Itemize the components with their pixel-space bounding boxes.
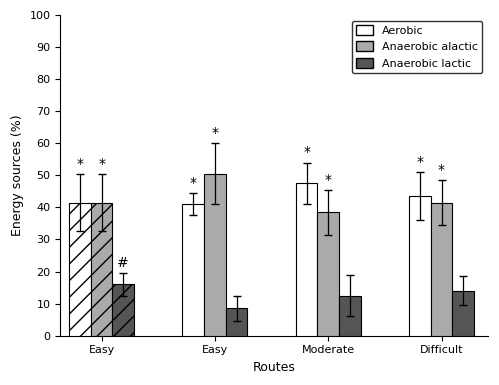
Bar	[112, 285, 134, 336]
Legend: Aerobic, Anaerobic alactic, Anaerobic lactic: Aerobic, Anaerobic alactic, Anaerobic la…	[352, 21, 483, 73]
X-axis label: Routes: Routes	[252, 361, 295, 374]
Text: *: *	[303, 145, 310, 159]
Bar	[339, 296, 361, 336]
Bar	[69, 203, 91, 336]
Text: *: *	[416, 155, 423, 169]
Bar	[453, 291, 474, 336]
Text: *: *	[76, 157, 83, 171]
Bar	[91, 203, 112, 336]
Y-axis label: Energy sources (%): Energy sources (%)	[11, 115, 24, 236]
Text: *: *	[212, 126, 219, 140]
Bar	[409, 196, 431, 336]
Text: *: *	[325, 172, 332, 187]
Bar	[183, 204, 204, 336]
Bar	[296, 183, 317, 336]
Bar	[317, 212, 339, 336]
Text: #: #	[117, 256, 129, 270]
Text: *: *	[190, 176, 197, 190]
Text: *: *	[438, 163, 445, 177]
Bar	[226, 308, 248, 336]
Text: *: *	[98, 157, 105, 171]
Bar	[204, 174, 226, 336]
Bar	[431, 203, 453, 336]
